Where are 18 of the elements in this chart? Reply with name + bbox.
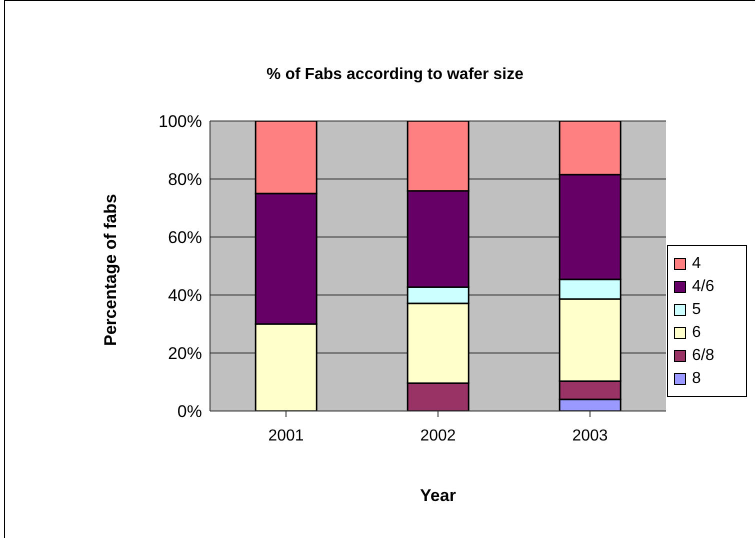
x-tick-label: 2002	[420, 427, 456, 444]
y-tick-label: 80%	[168, 170, 202, 190]
legend-label: 5	[692, 300, 701, 318]
legend-label: 4	[692, 254, 701, 272]
x-axis-title: Year	[420, 486, 456, 505]
y-axis-title: Percentage of fabs	[101, 194, 120, 346]
y-tick-label: 40%	[168, 286, 202, 306]
y-tick-label: 0%	[177, 402, 202, 422]
x-tick-label: 2001	[268, 427, 304, 444]
legend-label: 6	[692, 324, 701, 342]
y-tick-label: 20%	[168, 344, 202, 364]
y-tick-label: 100%	[158, 112, 202, 132]
legend-label: 4/6	[692, 278, 714, 296]
chart-title: % of Fabs according to wafer size	[266, 66, 524, 84]
y-tick-label: 60%	[168, 228, 202, 248]
legend-label: 6/8	[692, 346, 714, 364]
x-tick-label: 2003	[572, 427, 608, 444]
legend-label: 8	[692, 370, 701, 388]
